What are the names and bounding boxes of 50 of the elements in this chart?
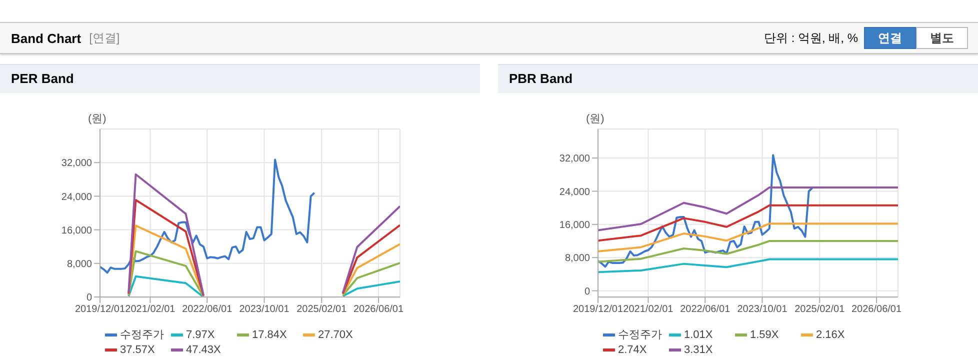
y-tick-label: 16,000 bbox=[559, 220, 590, 231]
legend-label: 2.16X bbox=[816, 328, 845, 340]
text: 단위 : 억원, 배, % bbox=[764, 30, 858, 46]
legend-label: 수정주가 bbox=[120, 328, 164, 342]
y-tick-label: 24,000 bbox=[61, 192, 92, 203]
legend-label: 3.31X bbox=[684, 344, 713, 356]
x-tick-label: 2025/02/01 bbox=[296, 304, 348, 316]
text: Band Chart bbox=[11, 30, 82, 46]
legend-label: 17.84X bbox=[252, 328, 287, 340]
text: [연결] bbox=[89, 30, 120, 46]
x-tick-label: 2019/12/01 bbox=[74, 304, 126, 316]
legend-label: 1.59X bbox=[750, 328, 779, 340]
x-tick-label: 2023/10/01 bbox=[239, 304, 290, 316]
line-series bbox=[100, 158, 316, 274]
legend-label: 47.43X bbox=[186, 344, 221, 356]
legend-label: 2.74X bbox=[618, 344, 647, 356]
y-tick-label: 8,000 bbox=[564, 253, 590, 264]
line-series bbox=[598, 204, 898, 242]
y-axis-title: (원) bbox=[88, 112, 106, 126]
y-axis-title: (원) bbox=[586, 112, 604, 126]
line-series bbox=[598, 186, 898, 232]
legend-label: 1.01X bbox=[684, 328, 713, 340]
x-tick-label: 2019/12/01 bbox=[572, 304, 624, 316]
x-tick-label: 2025/02/01 bbox=[794, 304, 846, 316]
legend-label: 27.70X bbox=[318, 328, 353, 340]
line-series bbox=[598, 154, 814, 268]
y-tick-label: 24,000 bbox=[559, 186, 590, 198]
legend-label: 7.97X bbox=[186, 328, 215, 340]
y-tick-label: 16,000 bbox=[61, 225, 92, 236]
chart-title: PBR Band bbox=[498, 64, 978, 93]
y-tick-label: 0 bbox=[86, 292, 92, 304]
y-tick-label: 0 bbox=[584, 286, 590, 298]
y-tick-label: 32,000 bbox=[559, 154, 590, 165]
line-series bbox=[598, 240, 898, 263]
x-tick-label: 2021/02/01 bbox=[125, 304, 176, 316]
line-series bbox=[598, 222, 898, 252]
x-tick-label: 2021/02/01 bbox=[623, 304, 674, 316]
text: 별도 bbox=[916, 27, 968, 49]
x-tick-label: 2022/06/01 bbox=[182, 304, 233, 316]
x-tick-label: 2026/06/01 bbox=[852, 304, 902, 316]
legend-label: 수정주가 bbox=[618, 328, 662, 342]
legend-label: 37.57X bbox=[120, 344, 155, 356]
x-tick-label: 2022/06/01 bbox=[680, 304, 731, 316]
text: 연결 bbox=[864, 27, 916, 49]
x-tick-label: 2023/10/01 bbox=[737, 304, 788, 316]
line-series bbox=[598, 258, 898, 274]
chart-title: PER Band bbox=[0, 64, 480, 93]
y-tick-label: 8,000 bbox=[66, 258, 92, 270]
y-tick-label: 32,000 bbox=[61, 158, 92, 170]
x-tick-label: 2026/06/01 bbox=[354, 304, 404, 316]
